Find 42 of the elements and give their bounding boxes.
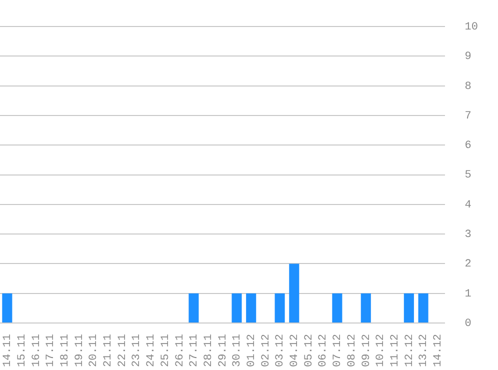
y-tick-label: 2 [464, 258, 472, 271]
x-tick-label: 06.12 [318, 334, 330, 368]
x-tick-label: 29.11 [217, 334, 230, 368]
y-tick-label: 1 [464, 288, 472, 300]
x-tick-label: 14.11 [2, 334, 14, 368]
x-tick-label: 08.12 [346, 334, 358, 368]
x-tick-label: 27.11 [188, 334, 201, 368]
x-tick-label: 13.12 [418, 334, 430, 368]
y-tick-label: 9 [464, 51, 472, 64]
x-tick-label: 16.11 [30, 334, 43, 368]
x-tick-label: 22.11 [116, 334, 129, 368]
x-tick-label: 25.11 [160, 334, 172, 368]
y-tick-label: 7 [464, 110, 472, 122]
x-tick-label: 07.12 [332, 334, 344, 368]
x-tick-label: 20.11 [88, 334, 100, 368]
x-tick-label: 17.11 [45, 334, 58, 368]
y-tick-label: 3 [464, 228, 472, 241]
x-tick-label: 23.11 [131, 334, 144, 368]
y-tick-label: 5 [464, 170, 472, 182]
x-tick-label: 03.12 [274, 334, 287, 368]
x-tick-label: 28.11 [202, 334, 215, 368]
y-tick-label: 4 [464, 199, 472, 212]
y-tick-label: 10 [464, 22, 478, 34]
x-tick-label: 15.11 [16, 334, 28, 368]
x-tick-label: 12.12 [404, 334, 416, 368]
x-tick-label: 30.11 [232, 334, 244, 368]
x-tick-label: 04.12 [289, 334, 302, 368]
x-tick-label: 21.11 [102, 334, 115, 368]
y-tick-label: 8 [464, 80, 472, 93]
x-tick-label: 26.11 [174, 334, 186, 368]
y-tick-label: 0 [464, 318, 472, 330]
x-tick-label: 10.12 [375, 334, 388, 368]
x-tick-label: 05.12 [303, 334, 316, 368]
x-tick-label: 18.11 [59, 334, 72, 368]
y-tick-label: 6 [464, 140, 472, 152]
x-tick-label: 14.12 [432, 334, 445, 368]
x-tick-label: 02.12 [260, 334, 272, 368]
x-tick-label: 19.11 [74, 334, 86, 368]
x-tick-label: 24.11 [146, 334, 158, 368]
x-tick-label: 11.12 [389, 334, 402, 368]
x-tick-label: 09.12 [360, 334, 373, 368]
x-tick-label: 01.12 [246, 334, 258, 368]
